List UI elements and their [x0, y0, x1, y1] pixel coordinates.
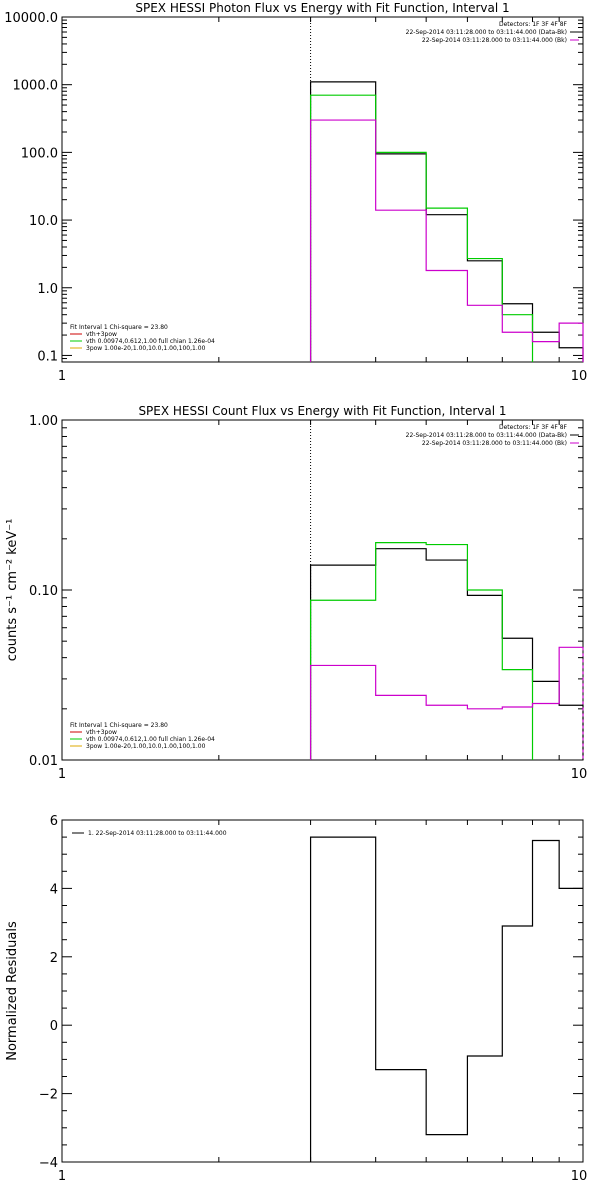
- info-left-line: Fit Interval 1 Chi-square = 23.80: [70, 324, 168, 331]
- info-right-line: 22-Sep-2014 03:11:28.000 to 03:11:44.000…: [422, 37, 567, 44]
- y-tick-label: 1.00: [29, 414, 58, 429]
- x-tick-label: 1: [58, 767, 66, 782]
- y-tick-label: 2: [50, 951, 58, 966]
- y-axis-label: counts s⁻¹ cm⁻² keV⁻¹: [5, 519, 20, 662]
- x-tick-label: 10: [571, 1169, 588, 1184]
- y-tick-label: −2: [39, 1088, 58, 1103]
- info-right-line: 22-Sep-2014 03:11:28.000 to 03:11:44.000…: [422, 440, 567, 447]
- y-tick-label: 100.0: [21, 146, 58, 161]
- x-tick-label: 1: [58, 369, 66, 384]
- series-0-step-line: [309, 81, 583, 362]
- y-tick-label: 4: [50, 882, 58, 897]
- series-0-step-line: [309, 836, 583, 1162]
- info-left-line: 3pow 1.00e-20,1.00,10.0,1.00,100,1.00: [86, 743, 206, 750]
- chart-title: SPEX HESSI Count Flux vs Energy with Fit…: [138, 404, 506, 418]
- series-0-step-line: [309, 548, 583, 760]
- y-tick-label: 0.01: [29, 754, 58, 769]
- y-tick-label: 0: [50, 1019, 58, 1034]
- info-left-line: 3pow 1.00e-20,1.00,10.0,1.00,100,1.00: [86, 345, 206, 352]
- residual-legend-text: 1. 22-Sep-2014 03:11:28.000 to 03:11:44.…: [88, 830, 227, 837]
- x-tick-label: 10: [571, 767, 588, 782]
- x-tick-label: 1: [58, 1169, 66, 1184]
- y-axis-label: Normalized Residuals: [5, 921, 20, 1061]
- plot-frame: [61, 819, 584, 1163]
- y-tick-label: 6: [50, 814, 58, 829]
- y-tick-label: 1000.0: [13, 79, 59, 94]
- y-tick-label: −4: [39, 1156, 58, 1171]
- series-1-step-line: [309, 94, 534, 362]
- info-left-line: vth+3pow: [86, 331, 117, 338]
- chart-title: SPEX HESSI Photon Flux vs Energy with Fi…: [135, 1, 509, 15]
- y-tick-label: 0.10: [29, 584, 58, 599]
- x-tick-label: 10: [571, 369, 588, 384]
- y-tick-label: 10000.0: [4, 11, 58, 26]
- y-tick-label: 1.0: [37, 282, 58, 297]
- series-1-step-line: [309, 542, 534, 760]
- info-left-line: vth 0.00974,0.612,1.00 full chian 1.26e-…: [86, 736, 215, 743]
- plot-frame: [61, 16, 584, 363]
- info-right-line: 22-Sep-2014 03:11:28.000 to 03:11:44.000…: [406, 432, 567, 439]
- plot-frame: [61, 419, 584, 761]
- y-tick-label: 0.1: [37, 349, 58, 364]
- info-right-line: Detectors: 1F 3F 4F 8F: [499, 21, 568, 28]
- info-right-line: Detectors: 1F 3F 4F 8F: [499, 424, 568, 431]
- info-left-line: vth+3pow: [86, 729, 117, 736]
- info-left-line: Fit Interval 1 Chi-square = 23.80: [70, 722, 168, 729]
- info-right-line: 22-Sep-2014 03:11:28.000 to 03:11:44.000…: [406, 29, 567, 36]
- y-tick-label: 10.0: [29, 214, 58, 229]
- series-2-step-line: [309, 119, 583, 362]
- series-2-step-line: [309, 646, 583, 760]
- info-left-line: vth 0.00974,0.612,1.00 full chian 1.26e-…: [86, 338, 215, 345]
